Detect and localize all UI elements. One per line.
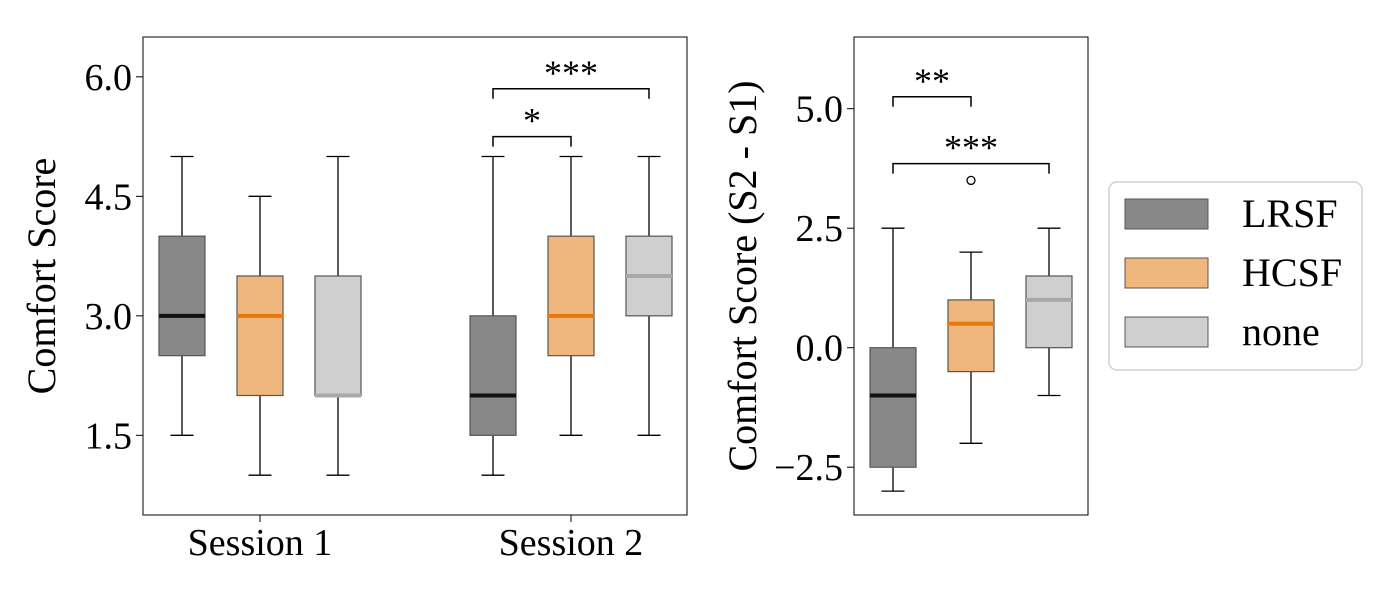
legend-item-hcsf: HCSF bbox=[1124, 250, 1342, 295]
legend-label: HCSF bbox=[1242, 250, 1342, 295]
box-lrsf bbox=[869, 227, 917, 492]
x-tick-label: Session 2 bbox=[499, 522, 644, 564]
box-body bbox=[869, 347, 917, 468]
box-none-session-1 bbox=[314, 155, 362, 476]
box-none-session-2 bbox=[625, 155, 673, 436]
box-lrsf-session-2 bbox=[469, 155, 517, 476]
session-comfort-panel: 1.5 3.0 4.5 6.0 Comfort Score Session 1 Sessio… bbox=[19, 36, 688, 564]
box-body bbox=[947, 299, 995, 373]
box-none bbox=[1025, 227, 1073, 397]
box-hcsf bbox=[947, 175, 995, 444]
y-tick-label: 6.0 bbox=[85, 57, 133, 99]
legend-item-none: none bbox=[1124, 309, 1320, 354]
outlier-point bbox=[966, 175, 976, 186]
bracket-line bbox=[492, 88, 650, 99]
significance-bracket: *** bbox=[892, 128, 1050, 174]
significance-label: ** bbox=[914, 61, 950, 101]
plot-frame bbox=[142, 36, 688, 516]
legend-item-lrsf: LRSF bbox=[1124, 191, 1338, 236]
box-body bbox=[158, 235, 206, 357]
box-body bbox=[547, 235, 595, 357]
x-tick-label: Session 1 bbox=[188, 522, 333, 564]
box-body bbox=[469, 315, 517, 436]
legend: LRSF HCSF none bbox=[1108, 181, 1363, 371]
significance-label: *** bbox=[944, 128, 998, 168]
significance-label: * bbox=[523, 101, 541, 141]
plot-frame bbox=[853, 36, 1089, 516]
box-lrsf-session-1 bbox=[158, 155, 206, 436]
box-body bbox=[236, 275, 284, 397]
box-hcsf-session-1 bbox=[236, 195, 284, 476]
box-hcsf-session-2 bbox=[547, 155, 595, 436]
y-tick-label: 5.0 bbox=[796, 89, 844, 131]
significance-bracket: * bbox=[492, 101, 572, 147]
legend-swatch bbox=[1124, 257, 1209, 289]
significance-bracket: ** bbox=[892, 61, 972, 107]
significance-bracket: *** bbox=[492, 53, 650, 99]
bracket-line bbox=[892, 96, 972, 107]
y-axis-label: Comfort Score (S2 - S1) bbox=[720, 80, 765, 471]
legend-swatch bbox=[1124, 316, 1209, 348]
y-tick-label: 3.0 bbox=[85, 296, 133, 338]
y-tick-label: 1.5 bbox=[85, 415, 133, 457]
box-body bbox=[1025, 275, 1073, 349]
y-tick-label: 2.5 bbox=[796, 208, 844, 250]
legend-label: none bbox=[1242, 309, 1320, 354]
y-tick-label: −2.5 bbox=[774, 447, 843, 489]
y-tick-label: 0.0 bbox=[796, 328, 844, 370]
y-tick-label: 4.5 bbox=[85, 176, 133, 218]
legend-label: LRSF bbox=[1242, 191, 1338, 236]
bracket-line bbox=[892, 162, 1050, 174]
bracket-line bbox=[492, 135, 572, 147]
legend-swatch bbox=[1124, 198, 1209, 230]
significance-label: *** bbox=[544, 53, 598, 93]
box-body bbox=[314, 275, 362, 397]
y-axis-label: Comfort Score bbox=[19, 158, 64, 395]
